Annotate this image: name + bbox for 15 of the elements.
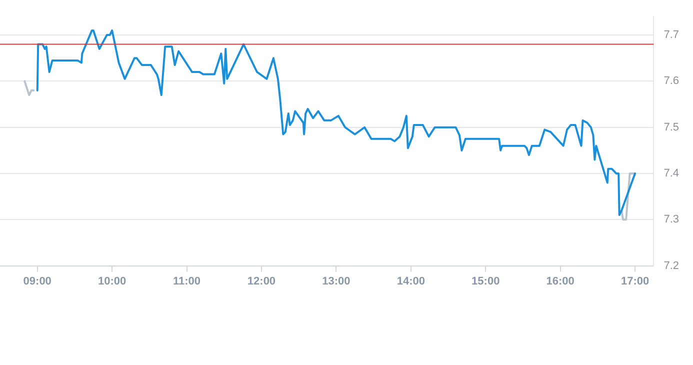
y-tick-label: 7.6 (664, 75, 680, 88)
y-tick-label: 7.5 (664, 121, 680, 134)
x-tick-label: 13:00 (322, 275, 350, 288)
y-tick-label: 7.2 (664, 260, 680, 272)
x-tick-label: 11:00 (173, 275, 201, 288)
x-tick-label: 09:00 (23, 275, 52, 288)
y-tick-label: 7.4 (664, 168, 680, 180)
x-tick-label: 12:00 (247, 275, 276, 288)
x-tick-label: 10:00 (98, 275, 126, 288)
y-tick-label: 7.3 (664, 214, 680, 226)
x-tick-label: 17:00 (620, 275, 650, 288)
y-tick-label: 7.7 (664, 29, 680, 42)
x-tick-label: 15:00 (472, 275, 500, 288)
x-tick-label: 16:00 (546, 275, 574, 288)
x-tick-label: 14:00 (396, 275, 425, 288)
